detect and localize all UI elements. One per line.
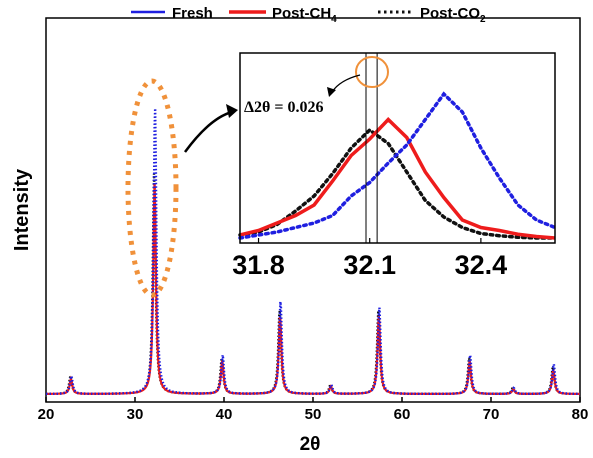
inset-highlight-circle [355,56,389,88]
inset-x-axis: 31.8 32.1 32.4 [232,238,507,280]
inset-background [240,53,555,243]
inset-line-post-ch4 [239,117,556,240]
x-tick-label: 50 [305,406,322,423]
inset-series-post-ch4 [239,117,556,240]
y-axis-label: Intensity [11,168,33,251]
inset-series-post-co2 [238,127,557,240]
inset-frame [239,52,556,244]
main-line-fresh [45,108,580,396]
peak-highlight-ellipse [125,78,179,298]
legend-label-fresh: Fresh [172,5,213,22]
main-x-axis: 20 30 40 50 60 70 80 [38,397,589,423]
inset-line-post-co2 [238,127,557,240]
legend: Fresh Post-CH4 Post-CO2 [131,5,486,25]
series-fresh [45,108,580,396]
zoom-arrow-head [226,104,238,118]
x-tick-label: 70 [483,406,500,423]
legend-label-post-co2: Post-CO2 [420,5,486,25]
inset-x-tick-label: 32.1 [343,250,396,280]
x-axis-label: 2θ [300,434,321,453]
legend-label-post-ch4: Post-CH4 [272,5,337,25]
inset-x-tick-label: 32.4 [455,250,508,280]
inset-delta-annotation: Δ2θ = 0.026 [244,99,324,116]
x-tick-label: 60 [394,406,411,423]
inset-line-fresh [238,91,557,240]
inset-delta-arrow-head [327,87,336,97]
x-tick-label: 80 [572,406,589,423]
x-tick-label: 40 [216,406,233,423]
zoom-arrow [183,110,233,153]
inset-reference-lines [365,53,378,243]
x-tick-label: 30 [127,406,144,423]
inset-x-tick-label: 31.8 [232,250,285,280]
inset-series-fresh [238,91,557,240]
x-tick-label: 20 [38,406,55,423]
